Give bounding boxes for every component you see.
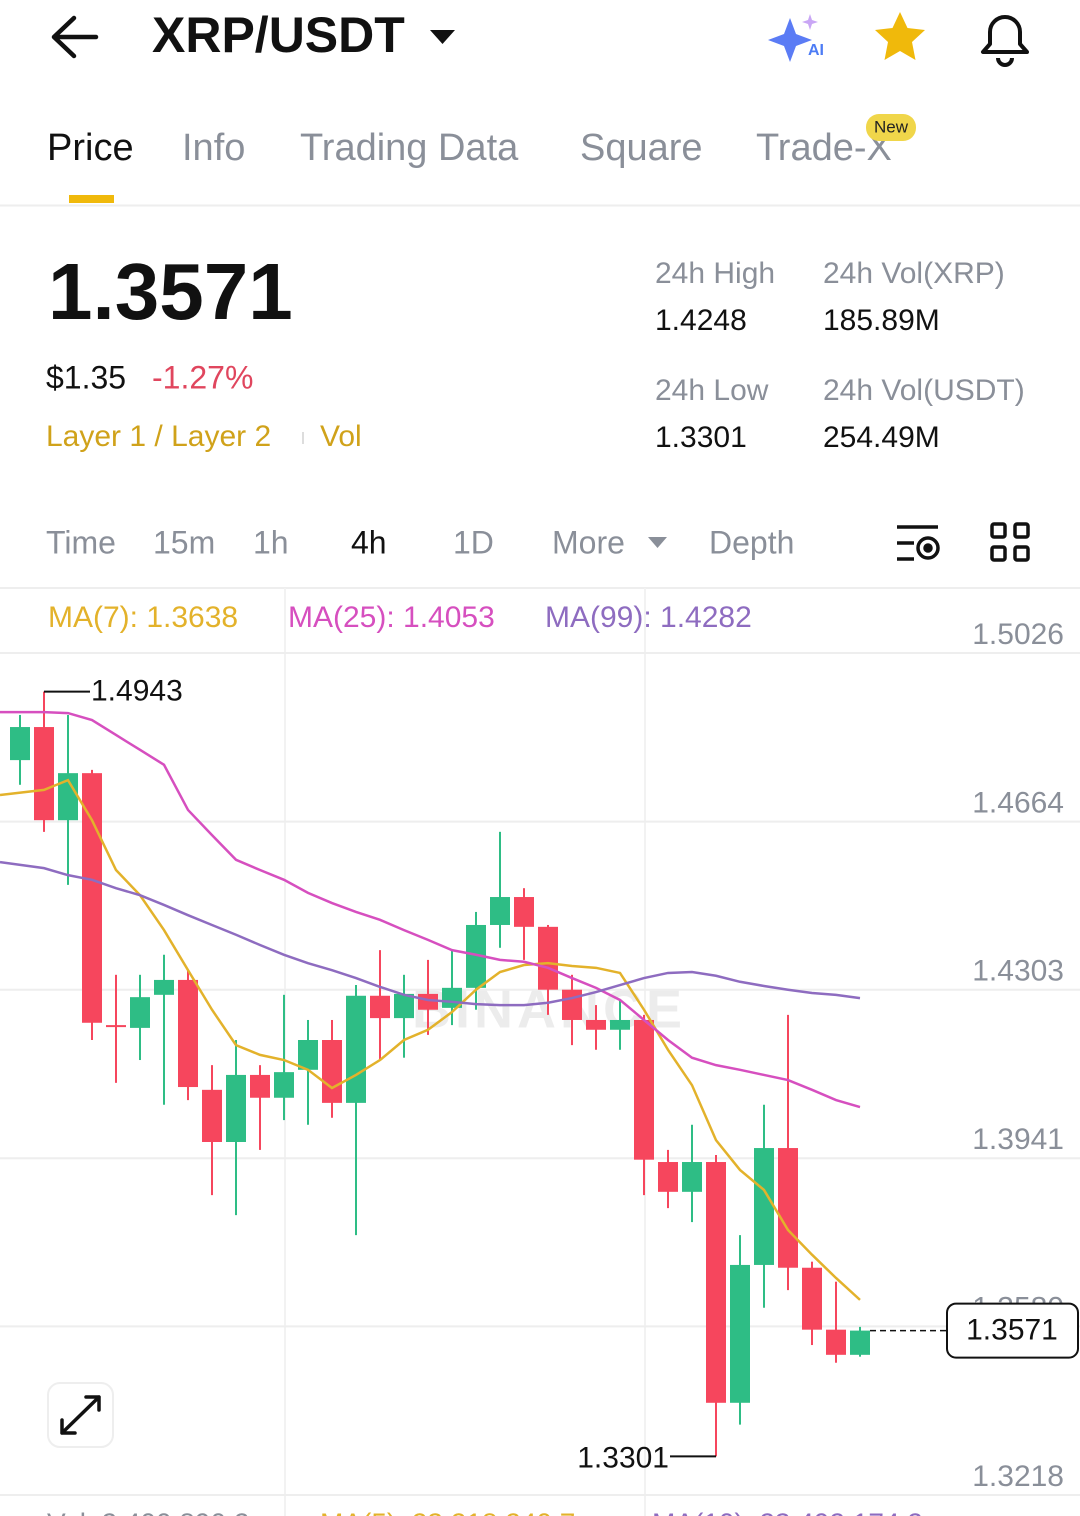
- alert-bell[interactable]: [981, 15, 1029, 67]
- candle-body: [130, 997, 150, 1028]
- pair-dropdown[interactable]: [430, 30, 455, 44]
- tab[interactable]: Info: [182, 127, 245, 169]
- candle-body: [202, 1089, 222, 1142]
- ai-icon-text: AI: [808, 42, 824, 59]
- stat-value: 254.49M: [823, 421, 940, 454]
- candle-body: [850, 1330, 870, 1355]
- new-badge-text: New: [874, 117, 909, 136]
- interval-option[interactable]: 1h: [253, 524, 289, 560]
- candle-body: [34, 727, 54, 821]
- candle-body: [298, 1040, 318, 1070]
- layout-toggle[interactable]: [990, 522, 1030, 562]
- candle-body: [658, 1162, 678, 1192]
- interval-option[interactable]: 1D: [453, 524, 494, 560]
- price-change: -1.27%: [152, 359, 253, 395]
- volume-legend: Vol: 2,400,890.2 MA(5): 23,218,240.7 MA(10…: [47, 1507, 923, 1516]
- candle-body: [778, 1148, 798, 1268]
- tab[interactable]: Square: [580, 127, 703, 169]
- expand-button[interactable]: [47, 1382, 114, 1448]
- candle-body: [802, 1267, 822, 1330]
- candle-body: [250, 1074, 270, 1098]
- candle-body: [562, 989, 582, 1020]
- candle-body: [58, 773, 78, 821]
- candle-body: [826, 1329, 846, 1355]
- legend-entry: MA(25): 1.4053: [288, 601, 495, 634]
- new-badge: [866, 114, 916, 141]
- y-tick-label: 1.3218: [972, 1460, 1064, 1493]
- more-dropdown[interactable]: [648, 537, 667, 548]
- stat-value: 1.4248: [655, 304, 747, 337]
- low-label: 1.3301: [577, 1441, 669, 1474]
- candle-body: [346, 995, 366, 1103]
- candle-body: [370, 995, 390, 1019]
- candlestick-chart: BINANCE1.32181.35801.39411.43031.46641.5…: [0, 601, 1080, 1496]
- candle-body: [274, 1072, 294, 1098]
- tag-layer[interactable]: Layer 1 / Layer 2: [46, 420, 271, 453]
- volume-legend-entry: MA(10): 23,492,174.2: [652, 1507, 923, 1516]
- candle-body: [178, 979, 198, 1088]
- ma-line: [0, 710, 861, 1109]
- last-price: 1.3571: [48, 247, 293, 336]
- active-tab-indicator: [69, 195, 114, 203]
- stat-value: 185.89M: [823, 304, 940, 337]
- stat-value: 1.3301: [655, 421, 747, 454]
- candle-body: [754, 1148, 774, 1265]
- candle-body: [322, 1040, 342, 1103]
- candle-body: [490, 897, 510, 925]
- usd-price: $1.35: [46, 359, 126, 395]
- interval-option[interactable]: 15m: [153, 524, 215, 560]
- legend-entry: MA(99): 1.4282: [545, 601, 752, 634]
- candle-body: [514, 897, 534, 927]
- back-button[interactable]: [51, 15, 99, 59]
- candle-body: [538, 926, 558, 990]
- candle-body: [586, 1019, 606, 1030]
- legend-entry: MA(7): 1.3638: [48, 601, 238, 634]
- indicator-settings[interactable]: [897, 525, 940, 561]
- y-tick-label: 1.5026: [972, 618, 1064, 651]
- candle-body: [106, 1025, 126, 1028]
- interval-option[interactable]: Time: [46, 524, 116, 560]
- high-label: 1.4943: [91, 675, 183, 708]
- stats: 24h High 1.4248 24h Vol(XRP) 185.89M 24h Low…: [655, 257, 1025, 454]
- y-tick-label: 1.4664: [972, 787, 1064, 820]
- y-tick-label: 1.3941: [972, 1123, 1064, 1156]
- pair-title[interactable]: XRP/USDT: [152, 7, 405, 63]
- candle-body: [466, 924, 486, 988]
- candle-body: [226, 1074, 246, 1142]
- stat-label: 24h Vol(XRP): [823, 257, 1005, 290]
- tab[interactable]: Trading Data: [300, 127, 519, 169]
- candle-body: [418, 993, 438, 1010]
- ma-line: [0, 778, 861, 1301]
- tab[interactable]: Price: [47, 127, 134, 169]
- volume-legend-entry: MA(5): 23,218,240.7: [320, 1507, 575, 1516]
- candle-body: [394, 993, 414, 1019]
- candle-body: [610, 1019, 630, 1030]
- interval-option[interactable]: Depth: [709, 524, 794, 560]
- last-price-label: 1.3571: [966, 1314, 1058, 1347]
- interval-option[interactable]: More: [552, 524, 625, 560]
- tag-vol[interactable]: Vol: [320, 420, 362, 453]
- candle-body: [634, 1019, 654, 1160]
- candle-body: [154, 979, 174, 995]
- ai-button[interactable]: AI: [768, 14, 824, 62]
- candle-body: [730, 1264, 750, 1403]
- interval-bar: Time 15m 1h 4h 1D More Depth: [46, 524, 794, 560]
- stat-label: 24h Low: [655, 374, 769, 407]
- ma-line: [0, 860, 861, 1007]
- candle-body: [706, 1162, 726, 1403]
- volume-legend-entry: Vol: 2,400,890.2: [47, 1507, 249, 1516]
- last-price-box: [946, 1302, 1079, 1359]
- interval-option[interactable]: 4h: [351, 524, 387, 560]
- stat-label: 24h High: [655, 257, 775, 290]
- candle-body: [682, 1162, 702, 1192]
- favorite-star[interactable]: [875, 12, 925, 60]
- candle-body: [82, 773, 102, 1023]
- stat-label: 24h Vol(USDT): [823, 374, 1025, 407]
- tab-bar: Price Info Trading Data Square Trade-X: [47, 127, 892, 169]
- y-tick-label: 1.4303: [972, 955, 1064, 988]
- candle-body: [10, 727, 30, 761]
